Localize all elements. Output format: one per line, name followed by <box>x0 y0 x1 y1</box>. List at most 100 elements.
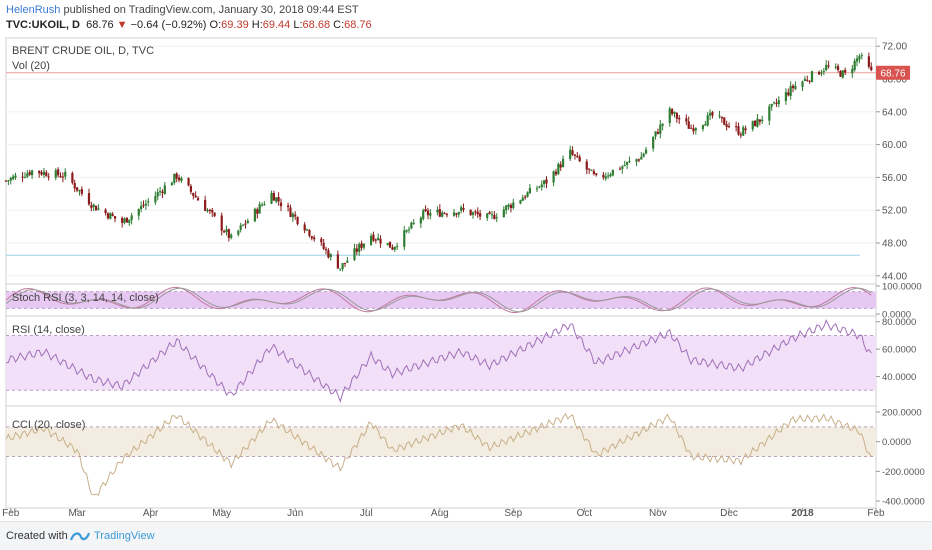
indicator-axes: 0.0000 100.0000 40.0000 60.0000 80.0000 -400.… <box>876 282 925 508</box>
candle-body <box>97 208 100 210</box>
candle-body <box>675 113 678 119</box>
candle <box>7 179 10 186</box>
candle-body <box>355 248 358 252</box>
candle-body <box>723 117 726 126</box>
author-link[interactable]: HelenRush <box>6 4 61 16</box>
candle <box>701 124 705 132</box>
candle <box>253 207 257 223</box>
price-pane[interactable] <box>5 37 877 285</box>
candle <box>144 199 147 210</box>
candle-body <box>106 213 110 219</box>
candle <box>40 169 43 176</box>
stoch-rsi-title: Stoch RSI (3, 3, 14, 14, close) <box>12 292 159 304</box>
candle-body <box>507 204 510 207</box>
candle <box>512 198 515 210</box>
candle-body <box>161 191 164 194</box>
candle-body <box>239 225 242 230</box>
indicator-tick-label: 80.0000 <box>882 317 916 328</box>
candle <box>789 81 792 100</box>
candle <box>263 201 266 206</box>
candle <box>407 226 411 234</box>
candle <box>180 176 183 184</box>
candle <box>540 180 543 191</box>
candle <box>445 212 449 218</box>
candle-body <box>535 188 539 190</box>
candle-body <box>552 171 555 183</box>
chart-area[interactable]: 44.00 48.00 52.00 56.00 60.00 64.00 68.00 72.00… <box>0 36 932 521</box>
time-tick-label: Sep <box>504 508 522 519</box>
candle <box>106 212 110 220</box>
candle <box>429 208 432 220</box>
candle <box>130 212 133 225</box>
candle <box>443 211 446 215</box>
rsi-line <box>5 319 872 403</box>
candle <box>687 116 690 129</box>
change-down-icon: ▼ <box>116 19 128 31</box>
candle <box>28 169 31 176</box>
candle-body <box>87 193 91 205</box>
candle <box>571 146 574 157</box>
candle-body <box>827 65 830 67</box>
candle <box>59 172 62 178</box>
candle-body <box>305 229 309 231</box>
time-tick-label: Feb <box>867 508 885 519</box>
candle-body <box>654 131 657 137</box>
candle <box>495 213 498 223</box>
candle-body <box>419 217 422 224</box>
candle <box>455 212 458 218</box>
candle <box>78 189 81 196</box>
candle <box>642 152 645 158</box>
candle-body <box>870 66 873 71</box>
candle-body <box>362 243 366 248</box>
candle <box>486 212 489 221</box>
candle-body <box>784 92 788 102</box>
candle <box>590 169 593 171</box>
candle-body <box>708 112 712 116</box>
candle <box>685 114 688 126</box>
candle <box>403 226 406 251</box>
candle <box>772 101 776 105</box>
candle-body <box>227 229 230 239</box>
time-tick-label: 2018 <box>791 508 814 519</box>
candle-body <box>588 168 591 170</box>
candle <box>528 183 531 194</box>
candle <box>322 238 325 251</box>
candle <box>353 243 356 262</box>
candle-body <box>576 155 579 157</box>
candle-body <box>286 205 290 208</box>
candle-body <box>173 173 176 183</box>
candle-body <box>346 260 349 263</box>
candle-body <box>801 81 804 87</box>
candle <box>737 122 740 136</box>
candle <box>844 67 847 76</box>
candle <box>38 170 41 178</box>
candle <box>479 209 482 221</box>
candle-body <box>130 215 133 220</box>
chart-header: HelenRush published on TradingView.com, … <box>0 0 932 36</box>
tradingview-link[interactable]: TradingView <box>94 530 155 542</box>
candle <box>656 128 660 135</box>
candle-body <box>211 209 214 213</box>
candle-body <box>377 237 380 241</box>
rsi-layer <box>5 319 876 403</box>
candle <box>718 110 721 119</box>
candle <box>194 191 197 198</box>
candle <box>723 117 726 126</box>
candle <box>291 212 294 222</box>
candle <box>573 154 577 160</box>
price-tick-label: 52.00 <box>882 206 907 217</box>
candle <box>758 119 761 126</box>
candle-body <box>853 60 856 71</box>
candle <box>222 229 226 234</box>
candle-body <box>806 79 809 81</box>
candle-body <box>388 241 392 248</box>
candle-body <box>661 123 664 126</box>
price-tick-label: 48.00 <box>882 239 907 250</box>
indicator-tick-label: -400.0000 <box>882 497 925 508</box>
candle <box>493 211 496 220</box>
candle-body <box>71 173 74 183</box>
price-axis: 44.00 48.00 52.00 56.00 60.00 64.00 68.00 72.00 <box>876 42 907 282</box>
candle <box>424 205 427 213</box>
candle-body <box>609 174 612 177</box>
candle-body <box>457 212 460 215</box>
